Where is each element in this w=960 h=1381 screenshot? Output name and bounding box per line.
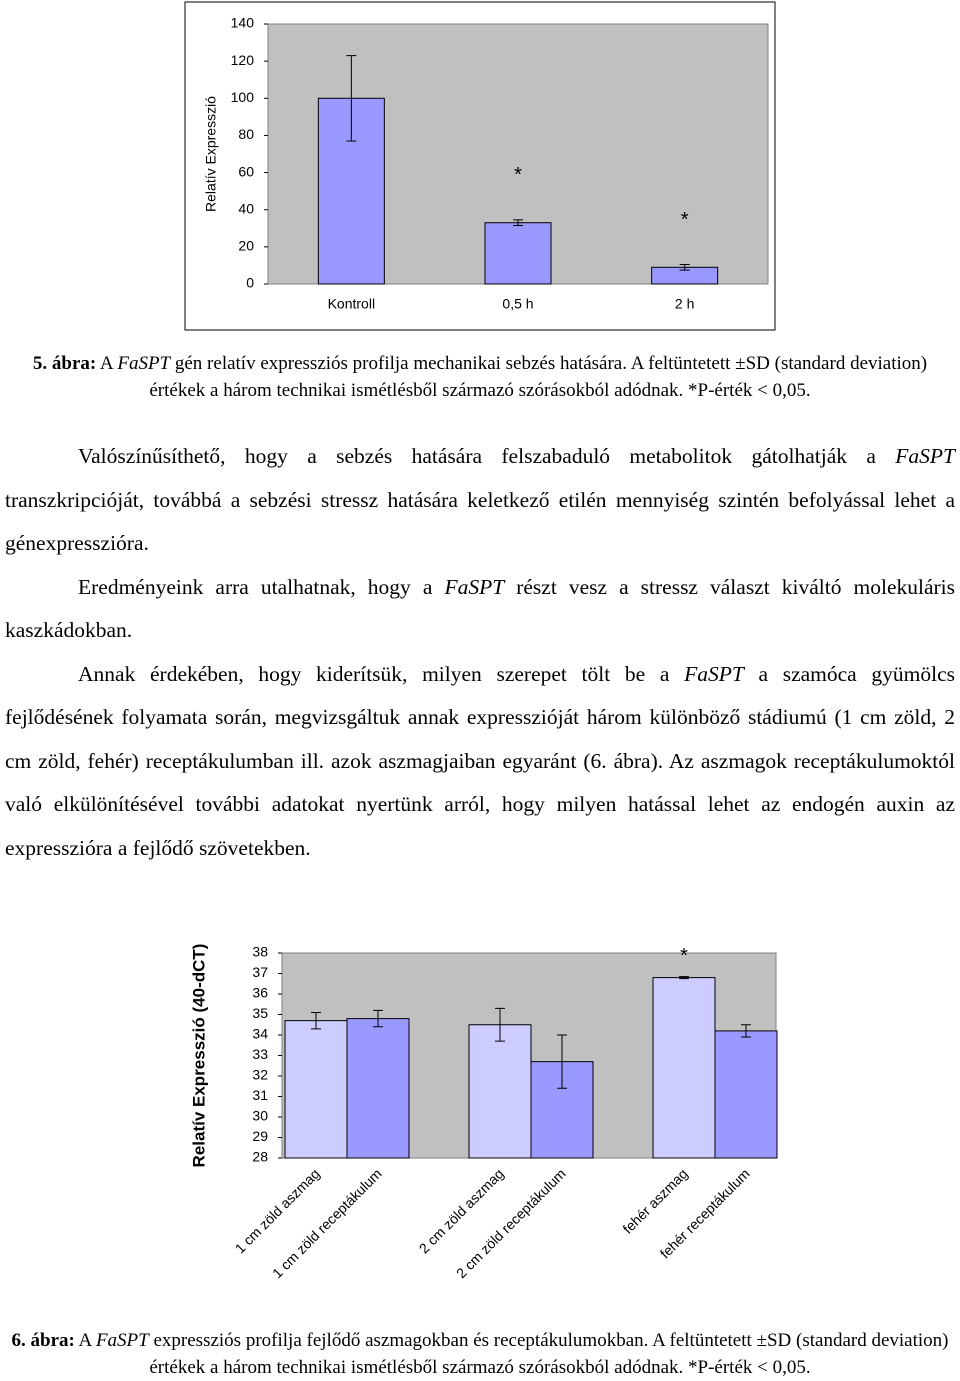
significance-mark: * (680, 945, 688, 967)
error-bar-line (679, 264, 690, 271)
error-bar (557, 1034, 567, 1089)
paragraph: Eredményeink arra utalhatnak, hogy a FaS… (5, 566, 955, 653)
error-bar (741, 1024, 751, 1038)
x-tick-label: 2 cm zöld receptákulum (453, 1165, 569, 1281)
error-bar-line (557, 1034, 567, 1089)
caption-label: 5. ábra: (32, 353, 97, 374)
significance-mark: * (681, 209, 689, 231)
y-tick-label: 28 (252, 1149, 268, 1165)
y-tick-label: 33 (252, 1046, 268, 1062)
paragraph: Annak érdekében, hogy kiderítsük, milyen… (5, 653, 955, 871)
paragraph-text: részt vesz a stressz választ kiváltó mol… (5, 574, 955, 643)
paragraph-text: transzkripcióját, továbbá a sebzési stre… (5, 487, 955, 556)
error-bar (495, 1007, 505, 1042)
body-text: Valószínűsíthető, hogy a sebzés hatására… (5, 435, 955, 870)
x-tick-label: 2 h (675, 296, 694, 312)
bar (346, 1018, 410, 1159)
y-axis-label: Relatív Expresszió (40-dCT) (189, 944, 208, 1168)
bar (714, 1030, 778, 1159)
y-tick-label: 40 (238, 200, 254, 216)
y-tick-label: 100 (231, 89, 255, 105)
error-bar-line (373, 1009, 383, 1028)
y-axis-label: Relatív Expresszió (203, 96, 219, 212)
y-tick-label: 35 (252, 1005, 268, 1021)
y-tick-label: 34 (252, 1026, 268, 1042)
bar (652, 977, 716, 1159)
paragraph: Valószínűsíthető, hogy a sebzés hatására… (5, 435, 955, 566)
error-bar (679, 976, 689, 980)
error-bar-line (741, 1024, 751, 1038)
paragraph-text: FaSPT (444, 574, 505, 599)
error-bar (679, 264, 690, 271)
caption-text: FaSPT (117, 353, 171, 374)
error-bar-line (311, 1011, 321, 1030)
x-tick-label: 0,5 h (502, 296, 533, 312)
error-bar-line (513, 219, 523, 226)
error-bar (513, 219, 523, 226)
bar (484, 222, 552, 285)
bar (468, 1024, 532, 1159)
y-tick-label: 140 (231, 15, 255, 31)
paragraph-text: FaSPT (684, 661, 744, 686)
x-tick-label: Kontroll (328, 296, 375, 312)
y-tick-label: 36 (252, 985, 268, 1001)
error-bar (373, 1009, 383, 1028)
caption-text: expressziós profilja fejlődő aszmagokban… (148, 1330, 949, 1378)
figure-caption: 6. ábra: A FaSPT expressziós profilja fe… (5, 1327, 955, 1381)
error-bar-line (495, 1007, 505, 1042)
y-tick-label: 120 (231, 52, 255, 68)
paragraph-text: Annak érdekében, hogy kiderítsük, milyen… (78, 661, 685, 686)
y-tick-label: 60 (238, 163, 254, 179)
caption-text: gén relatív expressziós profilja mechani… (149, 353, 928, 401)
x-tick-label: 1 cm zöld receptákulum (269, 1165, 385, 1281)
bar (284, 1020, 348, 1159)
caption-text: FaSPT (95, 1330, 149, 1351)
y-tick-label: 0 (246, 275, 254, 291)
error-bar-line (679, 976, 689, 980)
y-tick-label: 20 (238, 238, 254, 254)
y-tick-label: 31 (252, 1087, 268, 1103)
y-tick-label: 37 (252, 964, 268, 980)
y-tick-label: 80 (238, 126, 254, 142)
error-bar-line (346, 55, 357, 142)
figure-caption: 5. ábra: A FaSPT gén relatív expressziós… (5, 350, 955, 404)
y-tick-label: 38 (252, 944, 268, 960)
y-tick-label: 29 (252, 1128, 268, 1144)
y-tick-label: 30 (252, 1108, 268, 1124)
error-bar (311, 1011, 321, 1030)
significance-mark: * (514, 164, 522, 186)
paragraph-text: a szamóca gyümölcs fejlődésének folyamat… (5, 661, 955, 860)
caption-label: 6. ábra: (11, 1330, 75, 1351)
error-bar (346, 55, 357, 142)
caption-text: A (96, 353, 118, 374)
paragraph-text: Eredményeink arra utalhatnak, hogy a (78, 574, 445, 599)
caption-text: A (74, 1330, 96, 1351)
paragraph-text: Valószínűsíthető, hogy a sebzés hatására… (78, 444, 896, 468)
paragraph-text: FaSPT (895, 444, 955, 468)
y-tick-label: 32 (252, 1067, 268, 1083)
